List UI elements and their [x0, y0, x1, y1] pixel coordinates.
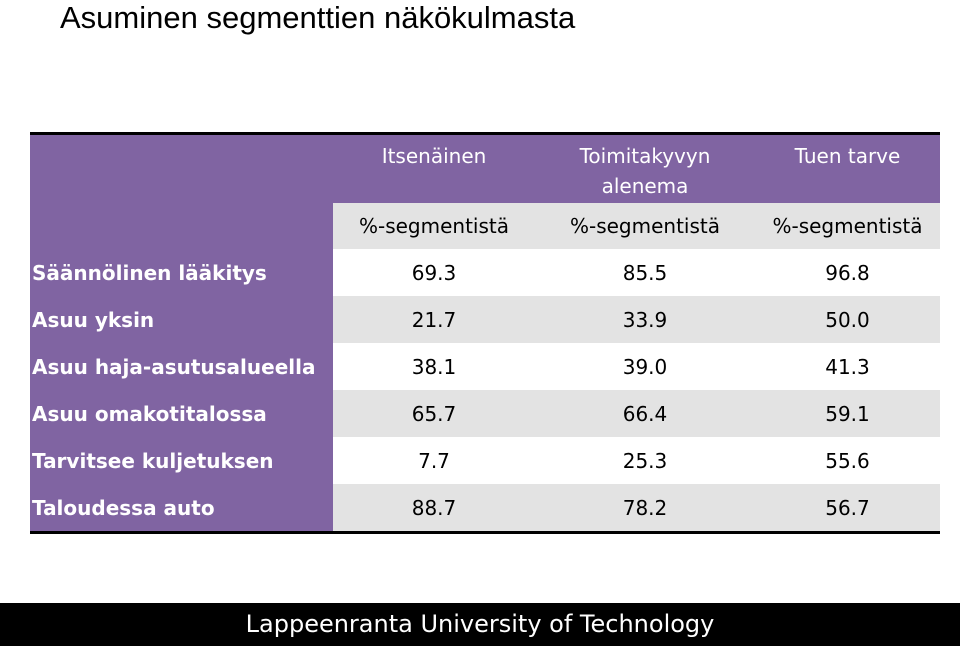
- table-cell: 21.7: [333, 296, 535, 343]
- page-title: Asuminen segmenttien näkökulmasta: [60, 0, 576, 35]
- header-row: Itsenäinen Toimitakyvyn alenema Tuen tar…: [30, 133, 940, 203]
- subheader-cell: %-segmentistä: [333, 203, 535, 249]
- table-cell: 7.7: [333, 437, 535, 484]
- table-cell: 66.4: [535, 390, 755, 437]
- table-cell: 85.5: [535, 249, 755, 296]
- row-label: Asuu haja-asutusalueella: [30, 343, 333, 390]
- table-cell: 41.3: [755, 343, 940, 390]
- table-cell: 96.8: [755, 249, 940, 296]
- subheader-empty-cell: [30, 203, 333, 249]
- table-row: Asuu yksin 21.7 33.9 50.0: [30, 296, 940, 343]
- table-cell: 39.0: [535, 343, 755, 390]
- table-cell: 78.2: [535, 484, 755, 533]
- row-label: Säännölinen lääkitys: [30, 249, 333, 296]
- header-empty-cell: [30, 133, 333, 203]
- column-header-toimitakyvyn: Toimitakyvyn alenema: [535, 133, 755, 203]
- footer-text: Lappeenranta University of Technology: [245, 610, 715, 638]
- column-header-line: Toimitakyvyn: [579, 144, 711, 168]
- table-cell: 33.9: [535, 296, 755, 343]
- table-cell: 65.7: [333, 390, 535, 437]
- subheader-row: %-segmentistä %-segmentistä %-segmentist…: [30, 203, 940, 249]
- segment-table: Itsenäinen Toimitakyvyn alenema Tuen tar…: [30, 132, 940, 534]
- table-row: Tarvitsee kuljetuksen 7.7 25.3 55.6: [30, 437, 940, 484]
- table-cell: 59.1: [755, 390, 940, 437]
- row-label: Tarvitsee kuljetuksen: [30, 437, 333, 484]
- table-cell: 55.6: [755, 437, 940, 484]
- column-header-line: Tuen tarve: [794, 144, 901, 168]
- table-cell: 50.0: [755, 296, 940, 343]
- column-header-line: alenema: [601, 174, 689, 198]
- table-row: Asuu omakotitalossa 65.7 66.4 59.1: [30, 390, 940, 437]
- column-header-line: Itsenäinen: [381, 144, 487, 168]
- table-row: Taloudessa auto 88.7 78.2 56.7: [30, 484, 940, 533]
- subheader-cell: %-segmentistä: [535, 203, 755, 249]
- row-label: Asuu yksin: [30, 296, 333, 343]
- footer-banner: Lappeenranta University of Technology: [0, 603, 960, 646]
- row-label: Asuu omakotitalossa: [30, 390, 333, 437]
- table-row: Asuu haja-asutusalueella 38.1 39.0 41.3: [30, 343, 940, 390]
- table-cell: 88.7: [333, 484, 535, 533]
- table-row: Säännölinen lääkitys 69.3 85.5 96.8: [30, 249, 940, 296]
- table-cell: 69.3: [333, 249, 535, 296]
- row-label: Taloudessa auto: [30, 484, 333, 533]
- column-header-tuen-tarve: Tuen tarve: [755, 133, 940, 203]
- column-header-itsenainen: Itsenäinen: [333, 133, 535, 203]
- table-cell: 56.7: [755, 484, 940, 533]
- table-cell: 25.3: [535, 437, 755, 484]
- subheader-cell: %-segmentistä: [755, 203, 940, 249]
- table-cell: 38.1: [333, 343, 535, 390]
